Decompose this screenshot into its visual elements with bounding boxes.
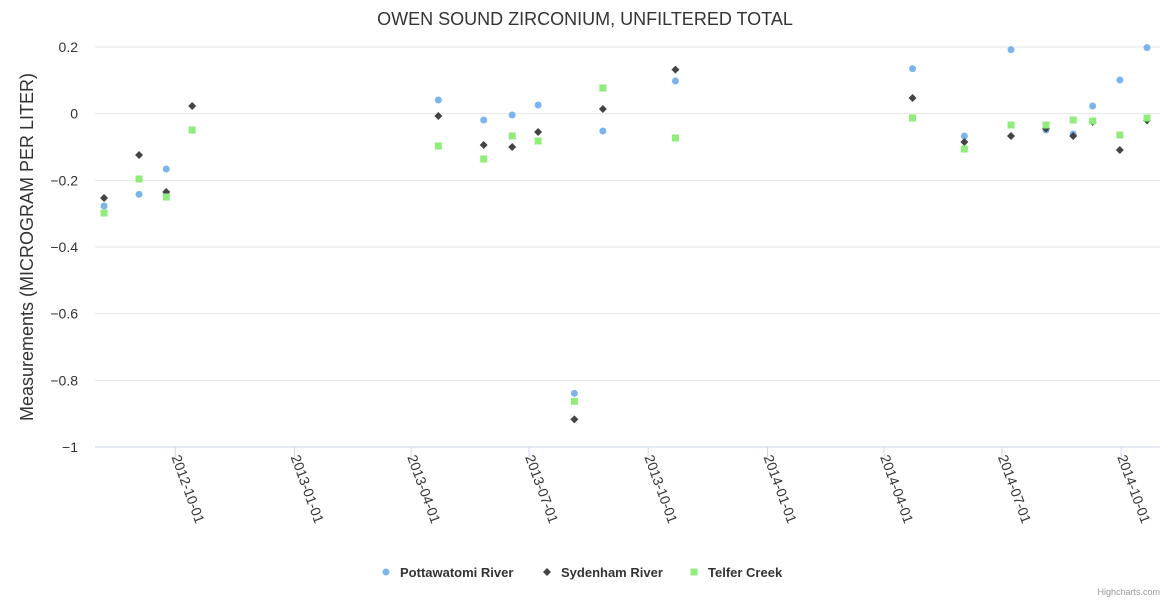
data-point[interactable] — [671, 65, 680, 74]
y-tick-label: −1 — [62, 439, 78, 455]
x-tick-label: 2012-10-01 — [169, 453, 209, 526]
data-point[interactable] — [188, 126, 196, 134]
data-point[interactable] — [188, 102, 197, 110]
y-tick-label: −0.6 — [50, 306, 78, 322]
data-point[interactable] — [434, 142, 442, 150]
data-point[interactable] — [162, 165, 170, 173]
data-point[interactable] — [100, 209, 108, 217]
data-point[interactable] — [1089, 117, 1097, 125]
data-point[interactable] — [1089, 102, 1097, 110]
data-point[interactable] — [1069, 116, 1077, 124]
data-point[interactable] — [960, 132, 968, 140]
data-point[interactable] — [570, 397, 578, 405]
data-point[interactable] — [1143, 114, 1151, 122]
y-tick-label: −0.8 — [50, 372, 78, 388]
data-point[interactable] — [434, 96, 442, 104]
data-point[interactable] — [671, 77, 679, 85]
data-point[interactable] — [960, 138, 969, 146]
data-point[interactable] — [480, 116, 488, 124]
data-point[interactable] — [1069, 132, 1078, 140]
data-point[interactable] — [1007, 121, 1015, 129]
data-point[interactable] — [434, 112, 443, 120]
data-point[interactable] — [508, 143, 517, 151]
data-point[interactable] — [909, 114, 917, 122]
legend-marker-icon — [543, 568, 551, 576]
data-point[interactable] — [1042, 121, 1050, 129]
x-tick-label: 2014-01-01 — [761, 453, 801, 526]
data-point[interactable] — [508, 111, 516, 119]
series-pottawatomi-river — [100, 44, 1151, 397]
legend-item-telfer-creek[interactable]: Telfer Creek — [690, 565, 783, 580]
y-tick-label: −0.2 — [50, 172, 78, 188]
legend-label: Pottawatomi River — [400, 565, 513, 580]
legend-label: Telfer Creek — [708, 565, 783, 580]
y-tick-label: −0.4 — [50, 239, 78, 255]
data-point[interactable] — [1041, 124, 1050, 133]
data-point[interactable] — [534, 137, 542, 145]
credits-link[interactable]: Highcharts.com — [1097, 587, 1160, 597]
data-point[interactable] — [960, 145, 968, 153]
series-sydenham-river — [100, 65, 1152, 424]
data-point[interactable] — [479, 141, 488, 149]
x-tick-label: 2013-01-01 — [288, 453, 328, 526]
data-point[interactable] — [570, 415, 579, 424]
x-tick-label: 2014-07-01 — [995, 453, 1035, 526]
legend-item-sydenham-river[interactable]: Sydenham River — [543, 565, 663, 580]
data-point[interactable] — [508, 132, 516, 140]
legend-marker-icon — [690, 568, 698, 576]
legend: Pottawatomi River Sydenham River Telfer Cr… — [382, 565, 783, 580]
legend-item-pottawatomi-river[interactable]: Pottawatomi River — [382, 565, 514, 580]
x-tick-label: 2013-10-01 — [641, 453, 681, 526]
x-tick-label: 2014-04-01 — [877, 453, 917, 526]
x-tick-label: 2013-07-01 — [522, 453, 562, 526]
data-point[interactable] — [162, 193, 170, 201]
data-point[interactable] — [1143, 44, 1151, 52]
y-tick-label: 0 — [70, 106, 78, 122]
data-point[interactable] — [135, 190, 143, 198]
data-point[interactable] — [480, 155, 488, 163]
y-tick-label: 0.2 — [59, 39, 79, 55]
x-tick-label: 2013-04-01 — [404, 453, 444, 526]
data-point[interactable] — [598, 105, 607, 113]
data-point[interactable] — [908, 94, 917, 102]
data-point[interactable] — [1115, 146, 1124, 154]
data-point[interactable] — [1116, 76, 1124, 84]
data-point[interactable] — [909, 65, 917, 73]
data-point[interactable] — [534, 101, 542, 109]
data-point[interactable] — [599, 127, 607, 135]
data-point[interactable] — [135, 175, 143, 183]
series-telfer-creek — [100, 84, 1151, 405]
legend-label: Sydenham River — [561, 565, 663, 580]
data-point[interactable] — [534, 128, 543, 136]
data-point[interactable] — [671, 134, 679, 142]
data-point[interactable] — [599, 84, 607, 92]
data-point[interactable] — [570, 389, 578, 397]
legend-marker-icon — [382, 568, 390, 576]
data-point[interactable] — [1116, 131, 1124, 139]
data-point[interactable] — [100, 194, 109, 202]
y-axis-title: Measurements (MICROGRAM PER LITER) — [17, 73, 37, 421]
x-tick-label: 2014-10-01 — [1114, 453, 1154, 526]
chart-title: OWEN SOUND ZIRCONIUM, UNFILTERED TOTAL — [377, 9, 793, 29]
data-point[interactable] — [1007, 132, 1016, 140]
data-point[interactable] — [1007, 46, 1015, 54]
data-point[interactable] — [100, 202, 108, 210]
data-point[interactable] — [135, 151, 144, 159]
